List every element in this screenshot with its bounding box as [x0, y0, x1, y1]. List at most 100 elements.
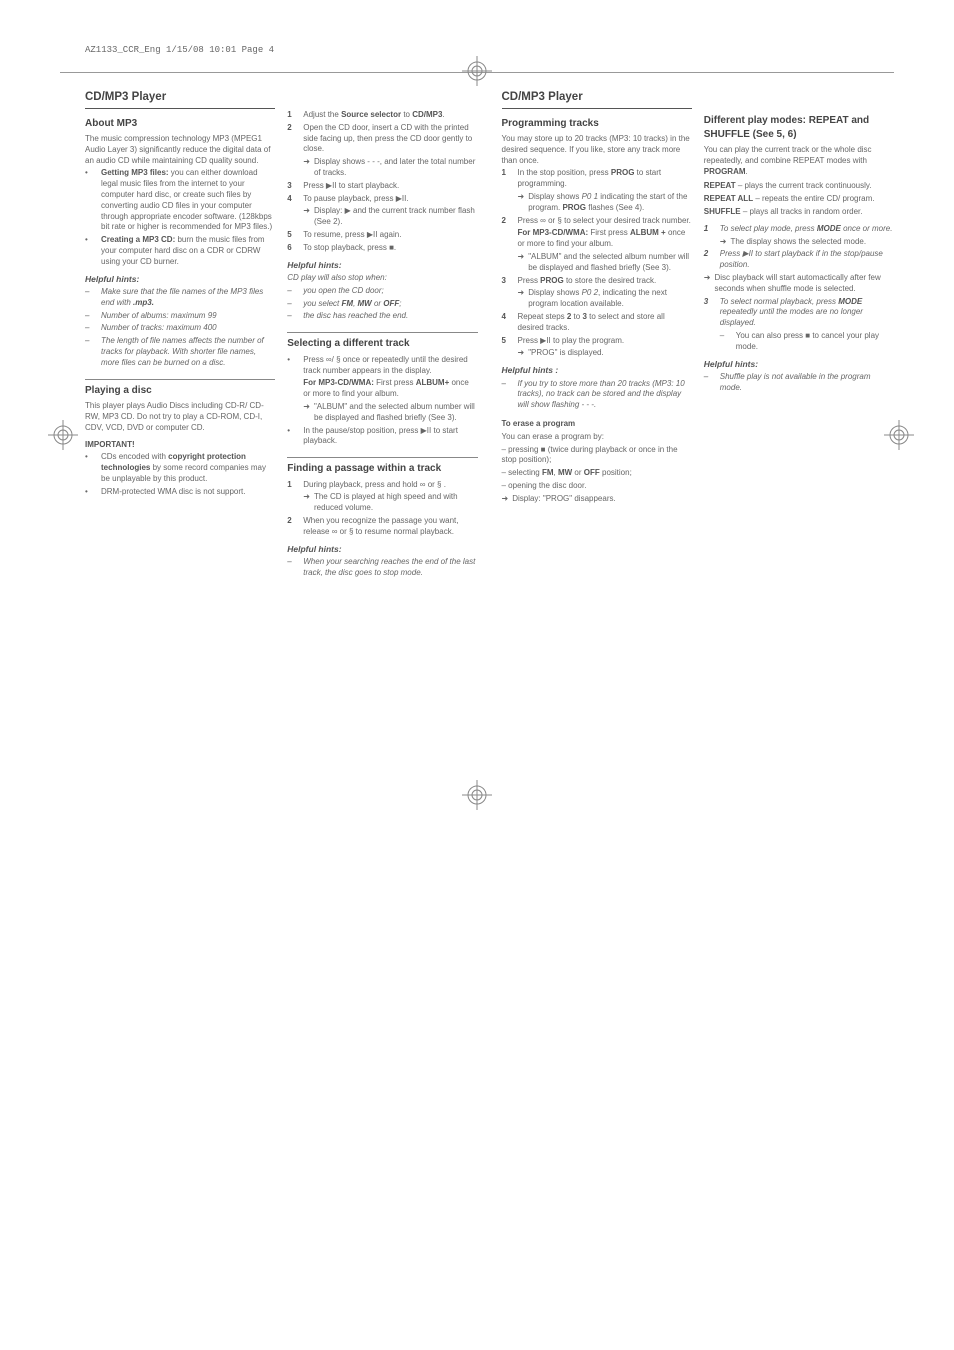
mp3-note: For MP3-CD/WMA: First press ALBUM + once…: [502, 228, 692, 250]
t: repeatedly until the modes are no longer…: [720, 307, 863, 327]
bullet: •CDs encoded with copyright protection t…: [85, 452, 275, 484]
rule: [287, 332, 477, 333]
about-intro: The music compression technology MP3 (MP…: [85, 134, 275, 166]
hint: –When your searching reaches the end of …: [287, 557, 477, 579]
diff-title: Different play modes: REPEAT and SHUFFLE…: [704, 114, 894, 141]
important: IMPORTANT!: [85, 440, 275, 451]
file-header: AZ1133_CCR_Eng 1/15/08 10:01 Page 4: [85, 45, 274, 55]
t: Press ▶II to play the program.: [518, 336, 625, 347]
panel-title: CD/MP3 Player: [502, 90, 692, 106]
hint: –Number of tracks: maximum 400: [85, 323, 275, 334]
t: To select normal playback, press: [720, 297, 838, 306]
label: Getting MP3 files:: [101, 168, 169, 177]
step-2: 2Press ▶II to start playback if in the s…: [704, 249, 894, 271]
t: You can also press ■ to cancel your play…: [736, 331, 894, 353]
arrow: ➜The CD is played at high speed and with…: [287, 492, 477, 514]
t: Display shows: [528, 192, 581, 201]
t: REPEAT: [704, 181, 736, 190]
t: SHUFFLE: [704, 207, 741, 216]
t: The CD is played at high speed and with …: [314, 492, 478, 514]
t: Display: ▶ and the current track number …: [314, 206, 478, 228]
t: If you try to store more than 20 tracks …: [518, 379, 692, 411]
t: DRM-protected WMA disc is not support.: [101, 487, 246, 498]
shuffle: SHUFFLE – plays all tracks in random ord…: [704, 207, 894, 218]
t: PROG: [540, 276, 564, 285]
select-title: Selecting a different track: [287, 337, 477, 351]
step-1: 1Adjust the Source selector to CD/MP3.: [287, 110, 477, 121]
t: Source selector: [341, 110, 401, 119]
t: – repeats the entire CD/ program.: [753, 194, 874, 203]
t: PROGRAM: [704, 167, 746, 176]
left-col2: 1Adjust the Source selector to CD/MP3. 2…: [287, 90, 477, 581]
reg-mark-bottom: [462, 780, 492, 810]
t: Display shows: [528, 288, 581, 297]
t: you select: [303, 299, 341, 308]
playing-intro: This player plays Audio Discs including …: [85, 401, 275, 433]
arrow: ➜"ALBUM" and the selected album number w…: [502, 252, 692, 274]
hint: –Shuffle play is not available in the pr…: [704, 372, 894, 394]
left-col1: CD/MP3 Player About MP3 The music compre…: [85, 90, 275, 581]
rule: [287, 457, 477, 458]
step-5: 5To resume, press ▶II again.: [287, 230, 477, 241]
title-rule: [85, 108, 275, 109]
t: – plays the current track continuously.: [736, 181, 872, 190]
t: In the pause/stop position, press ▶II to…: [303, 426, 477, 448]
helpful-hints: Helpful hints :: [502, 365, 692, 376]
step-5: 5Press ▶II to play the program.: [502, 336, 692, 347]
erase-title: To erase a program: [502, 419, 692, 430]
t: To pause playback, press ▶II.: [303, 194, 408, 205]
title-rule: [502, 108, 692, 109]
hint: –you select FM, MW or OFF;: [287, 299, 477, 310]
t: For MP3-CD/WMA:: [518, 228, 589, 237]
arrow: ➜Display shows P0 1 indicating the start…: [502, 192, 692, 214]
text: you can either download legal music file…: [101, 168, 272, 231]
t: OFF: [584, 468, 600, 477]
t: position;: [600, 468, 632, 477]
hint: –If you try to store more than 20 tracks…: [502, 379, 692, 411]
reg-mark-left: [48, 420, 78, 450]
arrow: ➜Disc playback will start automactically…: [704, 273, 894, 295]
bullet: •In the pause/stop position, press ▶II t…: [287, 426, 477, 448]
hint: –Make sure that the file names of the MP…: [85, 287, 275, 309]
hint-intro: CD play will also stop when:: [287, 273, 477, 284]
t: To select play mode, press: [720, 224, 817, 233]
t: the disc has reached the end.: [303, 311, 408, 322]
step-6: 6To stop playback, press ■.: [287, 243, 477, 254]
prog-intro: You may store up to 20 tracks (MP3: 10 t…: [502, 134, 692, 166]
t: The display shows the selected mode.: [730, 237, 866, 248]
t: Open the CD door, insert a CD with the p…: [303, 123, 477, 155]
t: – plays all tracks in random order.: [741, 207, 863, 216]
t: – selecting: [502, 468, 542, 477]
find-title: Finding a passage within a track: [287, 462, 477, 476]
step-1: 1During playback, press and hold ∞ or § …: [287, 480, 477, 491]
erase-2: – selecting FM, MW or OFF position;: [502, 468, 692, 479]
t: PROG: [562, 203, 586, 212]
t: Display: "PROG" disappears.: [512, 494, 616, 505]
left-panel: CD/MP3 Player About MP3 The music compre…: [85, 90, 478, 581]
t: Press ∞ or § to select your desired trac…: [518, 216, 691, 227]
t: To resume, press ▶II again.: [303, 230, 401, 241]
t: Press: [518, 276, 541, 285]
label: Creating a MP3 CD:: [101, 235, 175, 244]
step-4: 4Repeat steps 2 to 3 to select and store…: [502, 312, 692, 334]
t: CDs encoded with: [101, 452, 168, 461]
panel-title: CD/MP3 Player: [85, 90, 275, 106]
t: To stop playback, press ■.: [303, 243, 396, 254]
arrow: ➜"PROG" is displayed.: [502, 348, 692, 359]
bullet: •Getting MP3 files: you can either downl…: [85, 168, 275, 233]
helpful-hints: Helpful hints:: [287, 260, 477, 271]
t: First press: [588, 228, 630, 237]
t: Number of albums: maximum 99: [101, 311, 217, 322]
arrow: ➜Display: "PROG" disappears.: [502, 494, 692, 505]
right-col1: CD/MP3 Player Programming tracks You may…: [502, 90, 692, 581]
t: ALBUM +: [630, 228, 666, 237]
t: The length of file names affects the num…: [101, 336, 275, 368]
t: REPEAT ALL: [704, 194, 753, 203]
t: Shuffle play is not available in the pro…: [720, 372, 894, 394]
t: MODE: [838, 297, 862, 306]
step-2: 2When you recognize the passage you want…: [287, 516, 477, 538]
diff-intro: You can play the current track or the wh…: [704, 145, 894, 177]
t: When your searching reaches the end of t…: [303, 557, 477, 579]
t: flashes (See 4).: [586, 203, 644, 212]
t: MW: [558, 468, 572, 477]
